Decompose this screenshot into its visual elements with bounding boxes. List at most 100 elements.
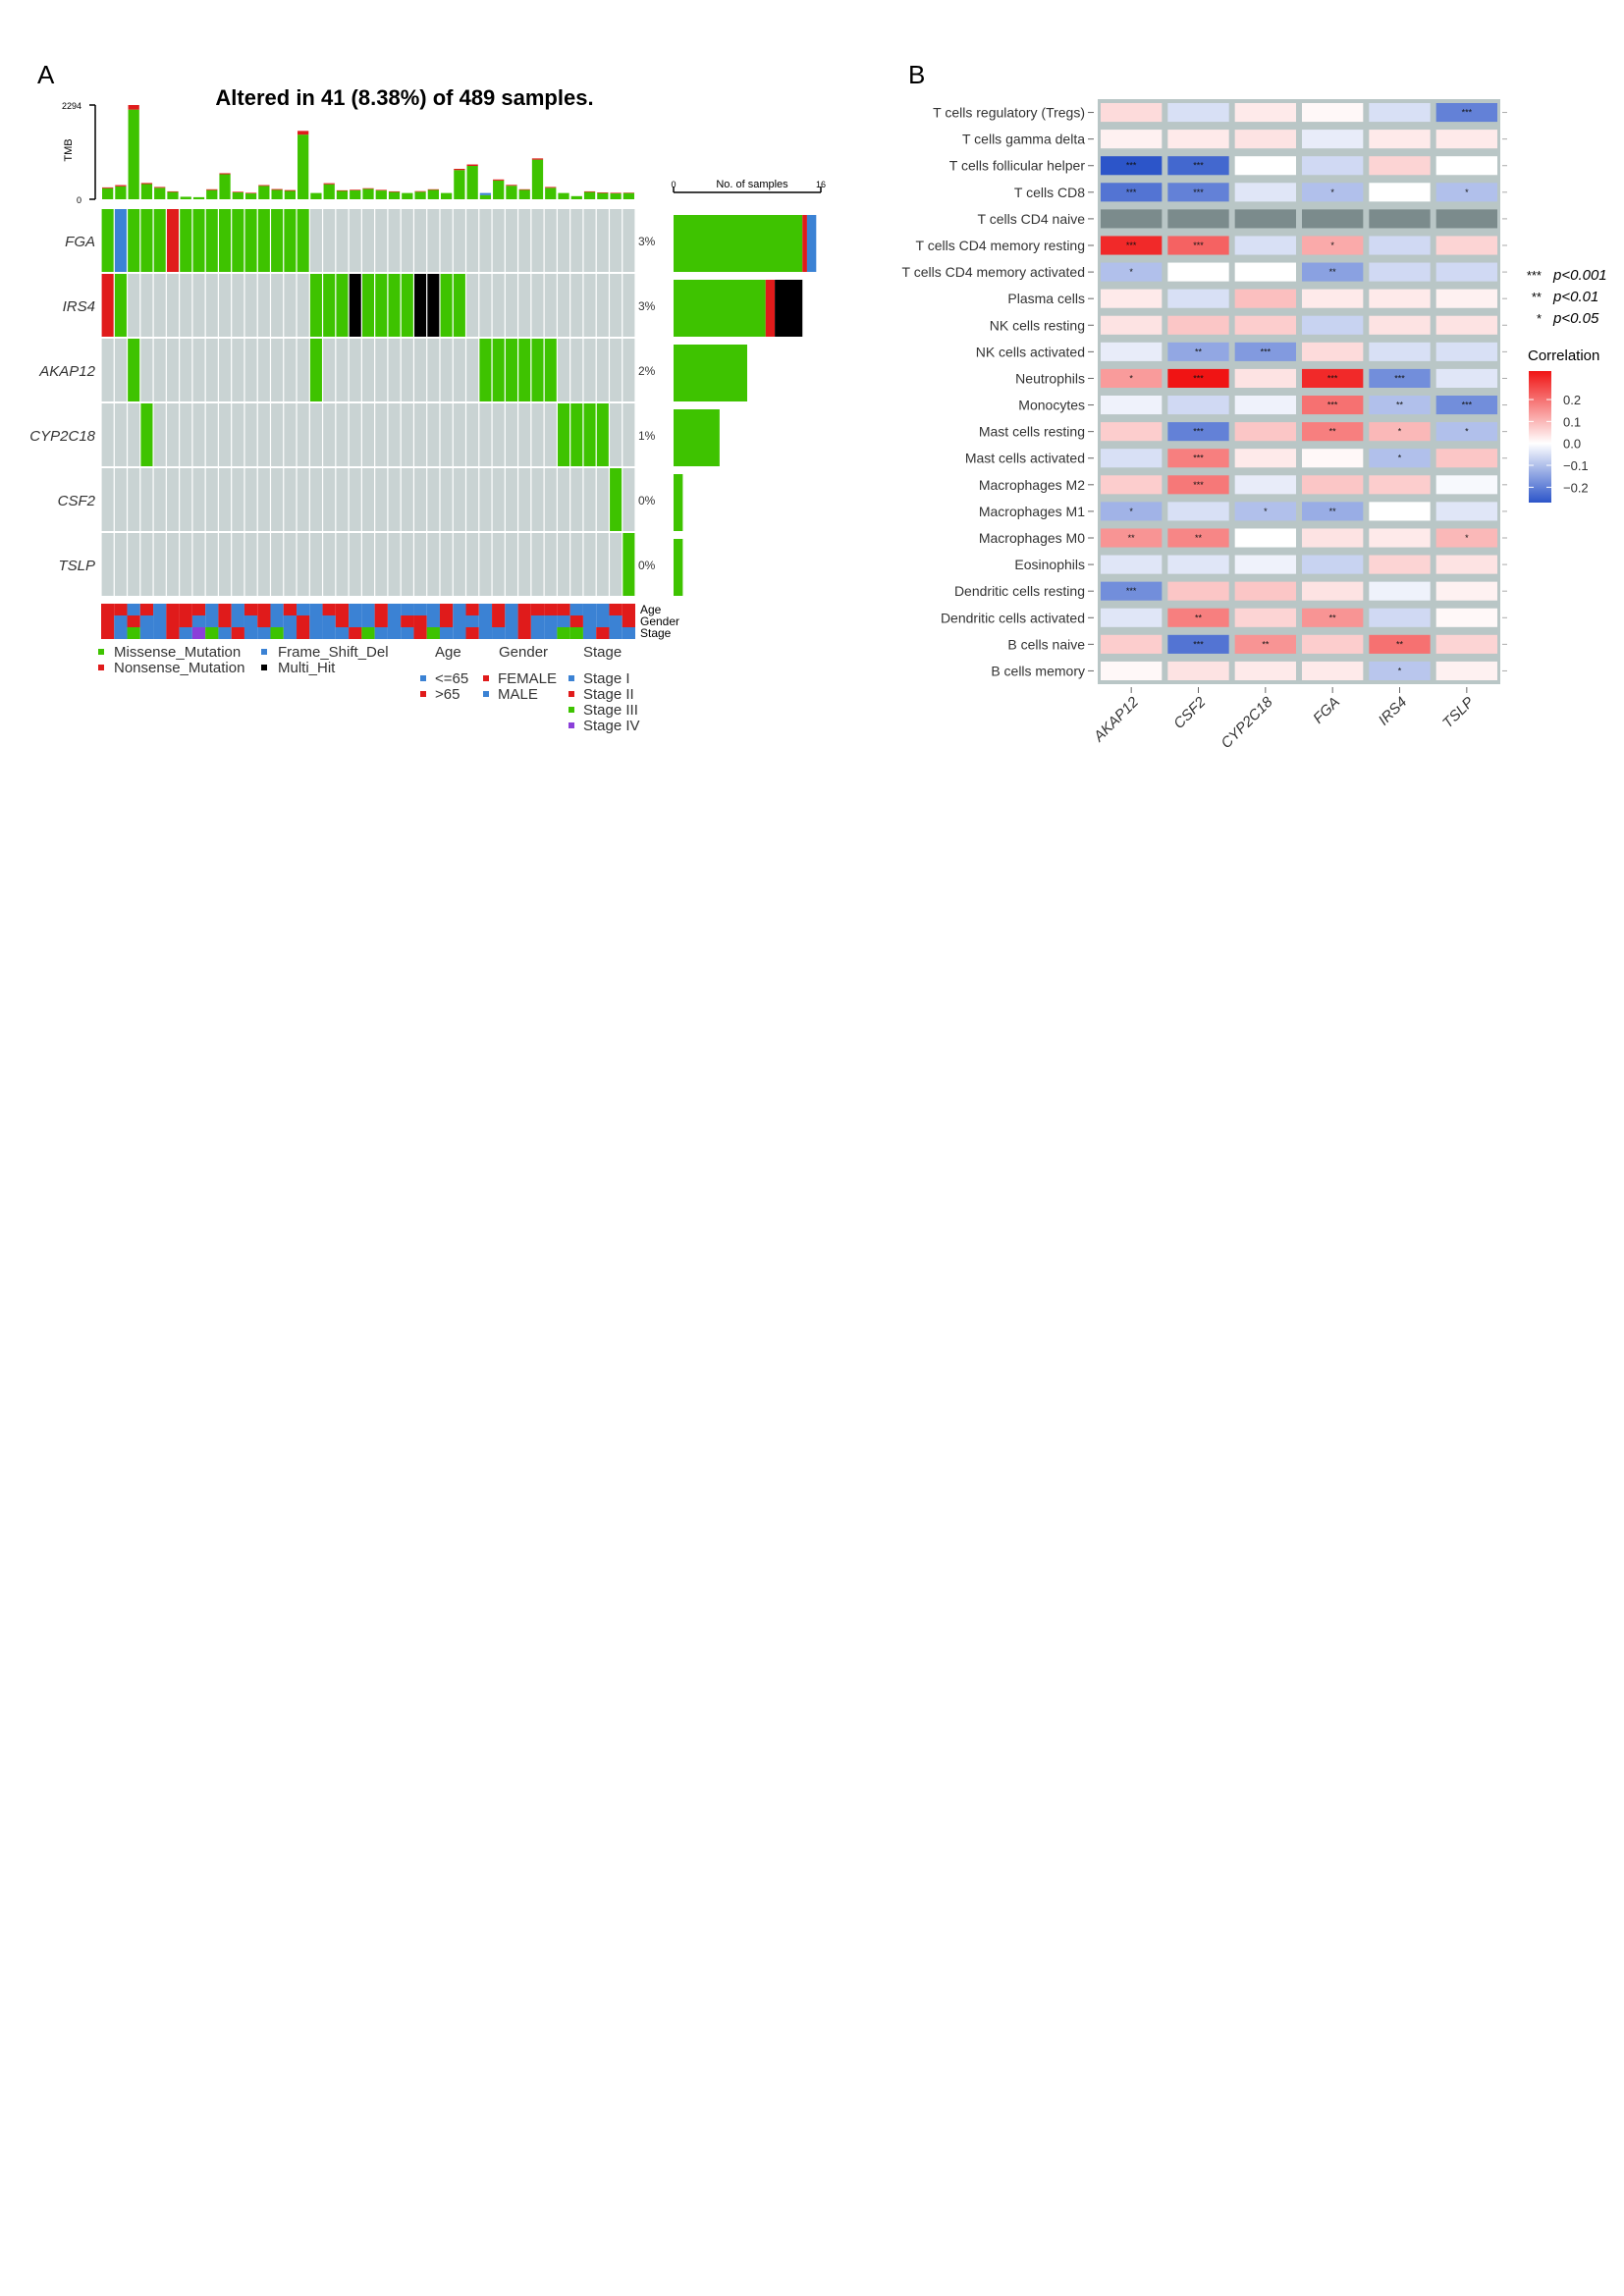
clinical-cell-gender	[465, 615, 479, 627]
colorbar-ticks: 0.2 0.1 0.0 −0.1 −0.2	[1529, 393, 1589, 495]
legend-title-stage: Stage	[583, 644, 622, 661]
heatmap-cell	[1369, 183, 1431, 202]
empty-cell	[570, 274, 583, 337]
tmb-bars	[102, 105, 634, 199]
heatmap-cell	[1435, 103, 1497, 123]
empty-cell	[219, 468, 232, 531]
heatmap-cells: ****** ****** *** * **** *** ** **** **** *** *** *…	[1101, 103, 1497, 680]
tmb-bar-nonsense	[323, 183, 335, 185]
sig-legend-text-3: p<0.05	[1552, 310, 1599, 327]
heatmap-cell	[1234, 262, 1296, 282]
clinical-cell-gender	[544, 615, 558, 627]
mutation-cell-missense	[336, 274, 349, 337]
heatmap-cell	[1302, 368, 1364, 388]
heatmap-cell	[1167, 396, 1229, 415]
colorbar-tick-label: −0.2	[1563, 480, 1589, 495]
significance-stars: *	[1330, 240, 1334, 250]
heatmap-cell	[1167, 315, 1229, 335]
empty-cell	[180, 339, 192, 401]
tmb-bar-nonsense	[271, 188, 283, 190]
empty-cell	[531, 468, 544, 531]
tmb-bar-nonsense	[115, 185, 127, 187]
heatmap-cell	[1234, 342, 1296, 361]
heatmap-cell	[1435, 130, 1497, 149]
heatmap-cell	[1234, 368, 1296, 388]
tmb-bar-nonsense	[493, 179, 505, 181]
clinical-cell-stage	[478, 627, 493, 639]
empty-cell	[336, 209, 349, 272]
empty-cell	[232, 533, 244, 596]
side-bar-cyp2c18-missense	[674, 409, 720, 466]
clinical-cell-stage	[569, 627, 583, 639]
gene-label-csf2: CSF2	[58, 493, 96, 509]
empty-cell	[440, 533, 453, 596]
tmb-bar-missense	[583, 191, 596, 199]
empty-cell	[153, 339, 166, 401]
clinical-cell-stage	[244, 627, 258, 639]
clinical-cell-stage	[557, 627, 570, 639]
legend-swatch-stage-3	[568, 707, 574, 713]
heatmap-cell	[1302, 608, 1364, 627]
heatmap-cell	[1101, 581, 1163, 601]
empty-cell	[388, 339, 401, 401]
empty-cell	[531, 274, 544, 337]
heatmap-cell	[1435, 502, 1497, 521]
empty-cell	[140, 533, 153, 596]
oncoprint-grid	[101, 209, 635, 596]
empty-cell	[284, 533, 297, 596]
tmb-bar-missense	[350, 189, 361, 199]
significance-stars: ***	[1193, 480, 1204, 490]
significance-stars: *	[1129, 373, 1133, 383]
colorbar-tick-label: −0.1	[1563, 458, 1589, 473]
tmb-bar-missense	[167, 191, 179, 199]
tmb-bar-nonsense	[350, 189, 361, 190]
clinical-cell-gender	[309, 615, 323, 627]
tmb-bar-missense	[140, 184, 153, 199]
heatmap-cell	[1234, 209, 1296, 229]
heatmap-cell	[1167, 209, 1229, 229]
significance-stars: ***	[1327, 373, 1338, 383]
empty-cell	[284, 403, 297, 466]
empty-cell	[492, 468, 505, 531]
heatmap-cell	[1302, 315, 1364, 335]
empty-cell	[257, 403, 270, 466]
significance-stars: **	[1396, 639, 1404, 649]
heatmap-cell	[1167, 156, 1229, 176]
heatmap-column-label: TSLP	[1439, 694, 1478, 732]
gene-label-irs4: IRS4	[63, 298, 95, 315]
clinical-cell-stage	[218, 627, 232, 639]
heatmap-cell	[1302, 342, 1364, 361]
empty-cell	[284, 274, 297, 337]
empty-cell	[401, 468, 413, 531]
clinical-cell-gender	[453, 615, 466, 627]
empty-cell	[219, 339, 232, 401]
mutation-cell-missense	[297, 209, 309, 272]
empty-cell	[518, 533, 531, 596]
clinical-cell-gender	[349, 615, 362, 627]
empty-cell	[297, 468, 309, 531]
legend-swatch-stage-1	[568, 675, 574, 681]
mutation-cell-missense	[518, 339, 531, 401]
gender-legend: Gender FEMALE MALE	[483, 644, 557, 703]
tmb-axis-tick-max: 2294	[62, 101, 81, 111]
significance-stars: *	[1398, 427, 1402, 437]
track-label-age: Age	[640, 603, 662, 616]
heatmap-cell	[1167, 634, 1229, 654]
heatmap-row-label: Macrophages M2	[979, 477, 1085, 493]
heatmap-row-label: B cells memory	[991, 663, 1085, 678]
empty-cell	[610, 403, 623, 466]
empty-cell	[349, 468, 361, 531]
empty-cell	[623, 468, 635, 531]
heatmap-cell	[1369, 289, 1431, 308]
heatmap-cell	[1234, 396, 1296, 415]
mutation-cell-missense	[205, 209, 218, 272]
empty-cell	[128, 533, 140, 596]
heatmap-cell	[1302, 528, 1364, 548]
empty-cell	[583, 339, 596, 401]
mutation-cell-missense	[244, 209, 257, 272]
empty-cell	[309, 468, 322, 531]
empty-cell	[140, 468, 153, 531]
empty-cell	[244, 403, 257, 466]
heatmap-row-label: T cells gamma delta	[962, 132, 1085, 147]
heatmap-cell	[1302, 581, 1364, 601]
